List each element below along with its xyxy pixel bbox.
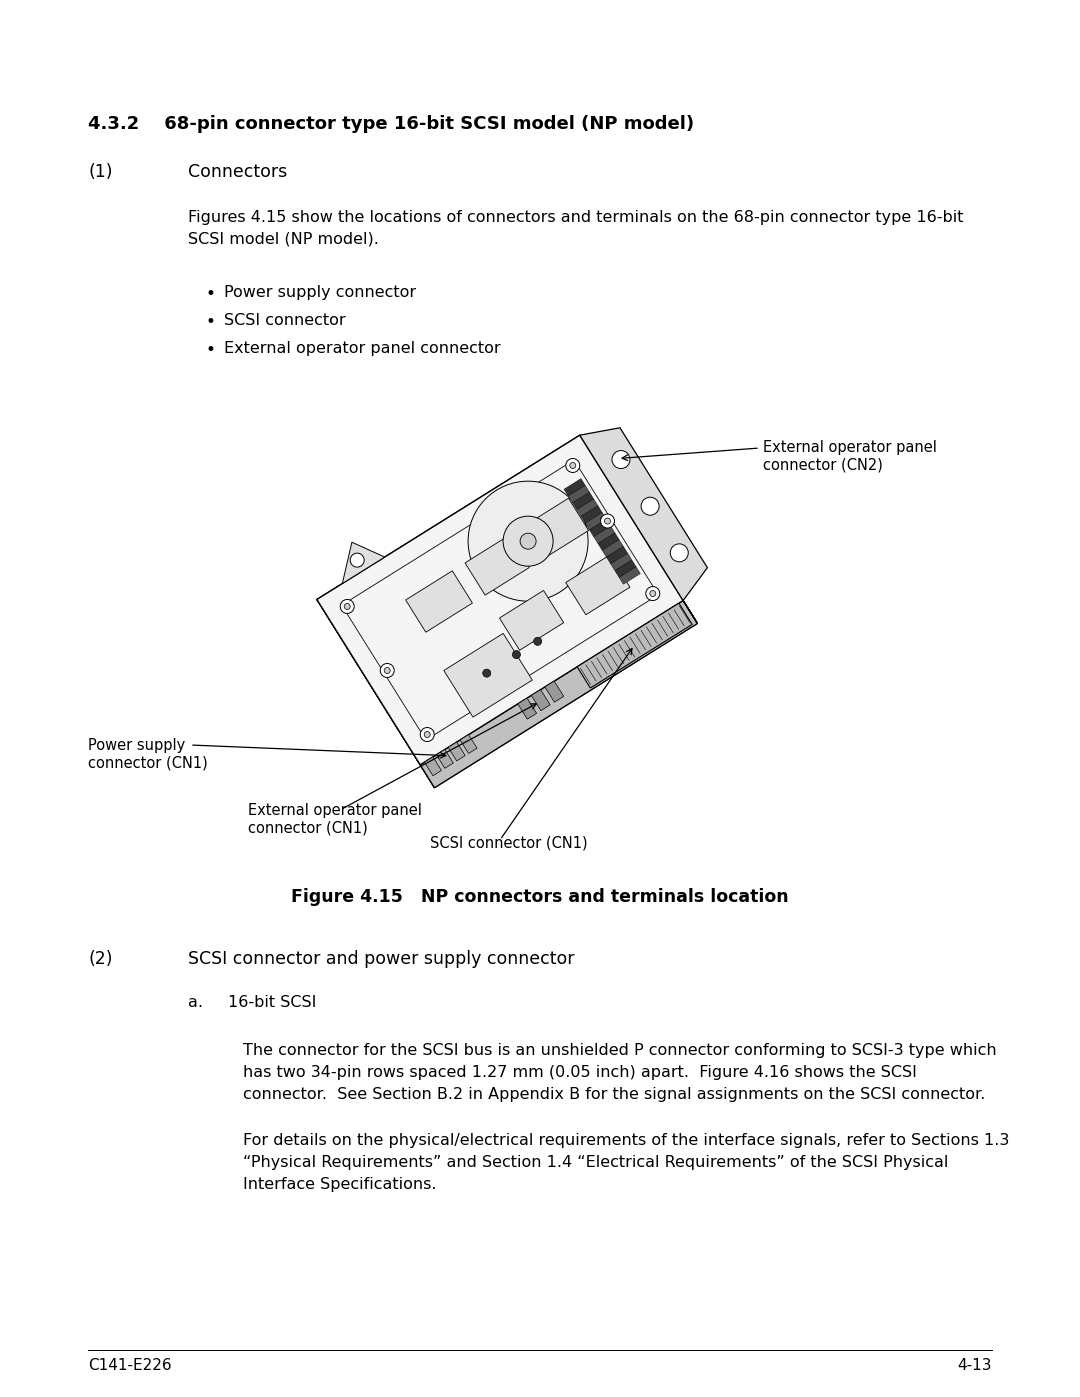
- Text: •: •: [206, 313, 216, 331]
- Circle shape: [340, 599, 354, 613]
- Text: (2): (2): [87, 950, 112, 968]
- Polygon shape: [594, 527, 615, 543]
- Text: External operator panel
connector (CN2): External operator panel connector (CN2): [762, 440, 936, 472]
- Text: C141-E226: C141-E226: [87, 1358, 172, 1373]
- Text: Power supply
connector (CN1): Power supply connector (CN1): [87, 738, 207, 770]
- Polygon shape: [460, 735, 477, 753]
- Text: 16-bit SCSI: 16-bit SCSI: [228, 995, 316, 1010]
- Polygon shape: [577, 604, 692, 687]
- Polygon shape: [566, 555, 630, 615]
- Circle shape: [384, 668, 390, 673]
- Circle shape: [345, 604, 350, 609]
- Text: For details on the physical/electrical requirements of the interface signals, re: For details on the physical/electrical r…: [243, 1133, 1010, 1148]
- Polygon shape: [465, 535, 529, 595]
- Circle shape: [566, 458, 580, 472]
- Polygon shape: [607, 546, 627, 564]
- Circle shape: [483, 669, 490, 678]
- Text: Figures 4.15 show the locations of connectors and terminals on the 68-pin connec: Figures 4.15 show the locations of conne…: [188, 210, 963, 225]
- Polygon shape: [585, 513, 607, 529]
- Circle shape: [521, 534, 536, 549]
- Circle shape: [650, 591, 656, 597]
- Circle shape: [671, 543, 688, 562]
- Polygon shape: [590, 520, 610, 536]
- Polygon shape: [568, 485, 590, 503]
- Circle shape: [534, 637, 542, 645]
- Polygon shape: [572, 492, 594, 510]
- Text: 4-13: 4-13: [958, 1358, 993, 1373]
- Circle shape: [642, 497, 659, 515]
- Polygon shape: [444, 633, 532, 717]
- Text: •: •: [206, 285, 216, 303]
- Polygon shape: [406, 571, 472, 633]
- Polygon shape: [580, 427, 707, 601]
- Text: SCSI connector and power supply connector: SCSI connector and power supply connecto…: [188, 950, 575, 968]
- Text: SCSI connector (CN1): SCSI connector (CN1): [430, 835, 588, 849]
- Polygon shape: [342, 542, 384, 584]
- Polygon shape: [564, 479, 585, 496]
- Text: SCSI model (NP model).: SCSI model (NP model).: [188, 232, 379, 247]
- Text: Connectors: Connectors: [188, 163, 287, 182]
- Polygon shape: [545, 682, 564, 703]
- Polygon shape: [603, 539, 623, 557]
- Polygon shape: [610, 553, 632, 570]
- Text: Interface Specifications.: Interface Specifications.: [243, 1178, 436, 1192]
- Polygon shape: [531, 690, 550, 711]
- Polygon shape: [448, 742, 465, 761]
- Text: 4.3.2    68-pin connector type 16-bit SCSI model (NP model): 4.3.2 68-pin connector type 16-bit SCSI …: [87, 115, 694, 133]
- Circle shape: [600, 514, 615, 528]
- Polygon shape: [577, 499, 598, 517]
- Text: •: •: [206, 341, 216, 359]
- Text: connector.  See Section B.2 in Appendix B for the signal assignments on the SCSI: connector. See Section B.2 in Appendix B…: [243, 1087, 985, 1102]
- Polygon shape: [316, 436, 594, 622]
- Polygon shape: [581, 506, 603, 522]
- Text: The connector for the SCSI bus is an unshielded P connector conforming to SCSI-3: The connector for the SCSI bus is an uns…: [243, 1044, 997, 1058]
- Circle shape: [380, 664, 394, 678]
- Polygon shape: [517, 698, 537, 719]
- Polygon shape: [332, 458, 698, 788]
- Polygon shape: [420, 601, 698, 788]
- Text: Power supply connector: Power supply connector: [224, 285, 416, 300]
- Polygon shape: [499, 591, 564, 650]
- Text: (1): (1): [87, 163, 112, 182]
- Text: SCSI connector: SCSI connector: [224, 313, 346, 328]
- Polygon shape: [424, 757, 442, 775]
- Circle shape: [612, 451, 630, 468]
- Text: External operator panel
connector (CN1): External operator panel connector (CN1): [248, 803, 422, 835]
- Polygon shape: [580, 436, 698, 623]
- Circle shape: [512, 651, 521, 658]
- Text: “Physical Requirements” and Section 1.4 “Electrical Requirements” of the SCSI Ph: “Physical Requirements” and Section 1.4 …: [243, 1155, 948, 1171]
- Text: Figure 4.15   NP connectors and terminals location: Figure 4.15 NP connectors and terminals …: [292, 888, 788, 907]
- Circle shape: [646, 587, 660, 601]
- Polygon shape: [316, 599, 434, 788]
- Polygon shape: [615, 560, 636, 577]
- Text: has two 34-pin rows spaced 1.27 mm (0.05 inch) apart.  Figure 4.16 shows the SCS: has two 34-pin rows spaced 1.27 mm (0.05…: [243, 1065, 917, 1080]
- Circle shape: [420, 728, 434, 742]
- Polygon shape: [436, 749, 454, 768]
- Circle shape: [605, 518, 610, 524]
- Polygon shape: [525, 499, 589, 557]
- Text: External operator panel connector: External operator panel connector: [224, 341, 501, 356]
- Circle shape: [503, 515, 553, 566]
- Circle shape: [350, 553, 364, 567]
- Polygon shape: [316, 436, 684, 764]
- Text: a.: a.: [188, 995, 203, 1010]
- Circle shape: [570, 462, 576, 468]
- Polygon shape: [619, 567, 640, 584]
- Circle shape: [468, 481, 589, 601]
- Circle shape: [424, 732, 430, 738]
- Polygon shape: [598, 532, 619, 550]
